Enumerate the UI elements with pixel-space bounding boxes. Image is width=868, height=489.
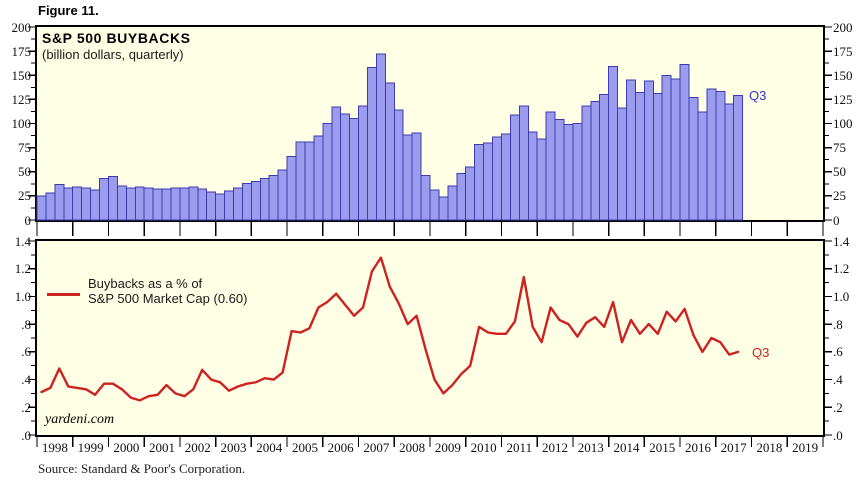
y-axis-top-tick-label-left: 175: [11, 43, 32, 59]
yardeni-watermark: yardeni.com: [45, 412, 115, 427]
chart-title: S&P 500 BUYBACKS: [42, 30, 191, 46]
y-axis-bottom-tick-label-right: .4: [833, 372, 843, 388]
y-axis-top-tick-label-right: 0: [833, 212, 840, 228]
y-axis-bottom-tick-label-right: 1.4: [833, 233, 850, 249]
year-label: 2001: [149, 440, 176, 455]
y-axis-top-tick-label-right: 75: [833, 140, 846, 156]
y-axis-bottom-tick-label-left: .2: [21, 399, 31, 415]
year-label: 2017: [720, 440, 747, 455]
figure-label: Figure 11.: [38, 3, 99, 18]
year-label: 2016: [684, 440, 711, 455]
year-label: 2004: [256, 440, 283, 455]
latest-quarter-annotation-line: Q3: [752, 345, 770, 360]
legend-line-swatch: [47, 293, 80, 296]
source-note: Source: Standard & Poor's Corporation.: [38, 461, 246, 476]
year-label: 1999: [77, 440, 104, 455]
year-label: 2019: [792, 440, 819, 455]
y-axis-bottom-tick-label-left: 1.4: [14, 233, 31, 249]
y-axis-top-tick-label-left: 200: [11, 19, 32, 35]
buyback-bar: [733, 95, 744, 221]
y-axis-bottom-tick-label-right: 1.0: [833, 288, 850, 304]
y-axis-top-tick-label-right: 150: [833, 67, 853, 83]
year-label: 2018: [756, 440, 783, 455]
buybacks-ratio-panel: [35, 239, 825, 437]
year-label: 2015: [649, 440, 676, 455]
y-axis-top-tick-label-left: 150: [11, 67, 32, 83]
y-axis-bottom-tick-label-right: .0: [833, 427, 843, 443]
ratio-legend: Buybacks as a % of S&P 500 Market Cap (0…: [88, 276, 247, 306]
latest-quarter-annotation-bars: Q3: [749, 88, 767, 103]
year-label: 2006: [327, 440, 354, 455]
y-axis-bottom-tick-label-right: 1.2: [833, 261, 850, 277]
y-axis-bottom-tick-label-right: .2: [833, 399, 843, 415]
y-axis-top-tick-label-right: 175: [833, 43, 853, 59]
year-label: 2003: [220, 440, 247, 455]
y-axis-top-tick-label-left: 0: [24, 212, 32, 228]
y-axis-bottom-tick-label-left: 1.2: [14, 261, 31, 277]
y-axis-top-tick-label-left: 75: [18, 140, 31, 156]
year-label: 2009: [434, 440, 461, 455]
legend-text-line1: Buybacks as a % of: [88, 276, 203, 291]
y-axis-top-tick-label-right: 200: [833, 19, 853, 35]
y-axis-top-tick-label-left: 100: [11, 116, 32, 131]
y-axis-top-tick-label-left: 50: [18, 164, 31, 180]
buybacks-pct-line: [40, 256, 740, 402]
year-label: 2002: [184, 440, 211, 455]
y-axis-bottom-tick-label-left: .6: [21, 344, 31, 360]
year-label: 2008: [399, 440, 426, 455]
year-label: 2014: [613, 440, 640, 455]
y-axis-bottom-tick-label-left: .4: [21, 372, 31, 388]
year-label: 2013: [577, 440, 604, 455]
y-axis-bottom-tick-label-right: .8: [833, 316, 843, 332]
year-label: 2010: [470, 440, 497, 455]
y-axis-top-tick-label-right: 125: [833, 91, 853, 107]
y-axis-top-tick-label-right: 50: [833, 164, 846, 180]
year-label: 2007: [363, 440, 390, 455]
y-axis-bottom-tick-label-left: .0: [21, 427, 31, 443]
y-axis-bottom-tick-label-left: 1.0: [14, 288, 31, 304]
year-label: 2012: [542, 440, 569, 455]
legend-text-line2: S&P 500 Market Cap (0.60): [88, 291, 248, 306]
y-axis-top-tick-label-left: 25: [18, 188, 31, 204]
year-label: 2000: [113, 440, 140, 455]
year-label: 1998: [41, 440, 68, 455]
y-axis-bottom-tick-label-right: .6: [833, 344, 843, 360]
y-axis-top-tick-label-right: 25: [833, 188, 846, 204]
year-label: 2011: [506, 440, 533, 455]
y-axis-top-tick-label-right: 100: [833, 116, 853, 131]
y-axis-top-tick-label-left: 125: [11, 91, 32, 107]
year-label: 2005: [291, 440, 318, 455]
y-axis-bottom-tick-label-left: .8: [21, 316, 31, 332]
chart-subtitle: (billion dollars, quarterly): [42, 47, 184, 62]
